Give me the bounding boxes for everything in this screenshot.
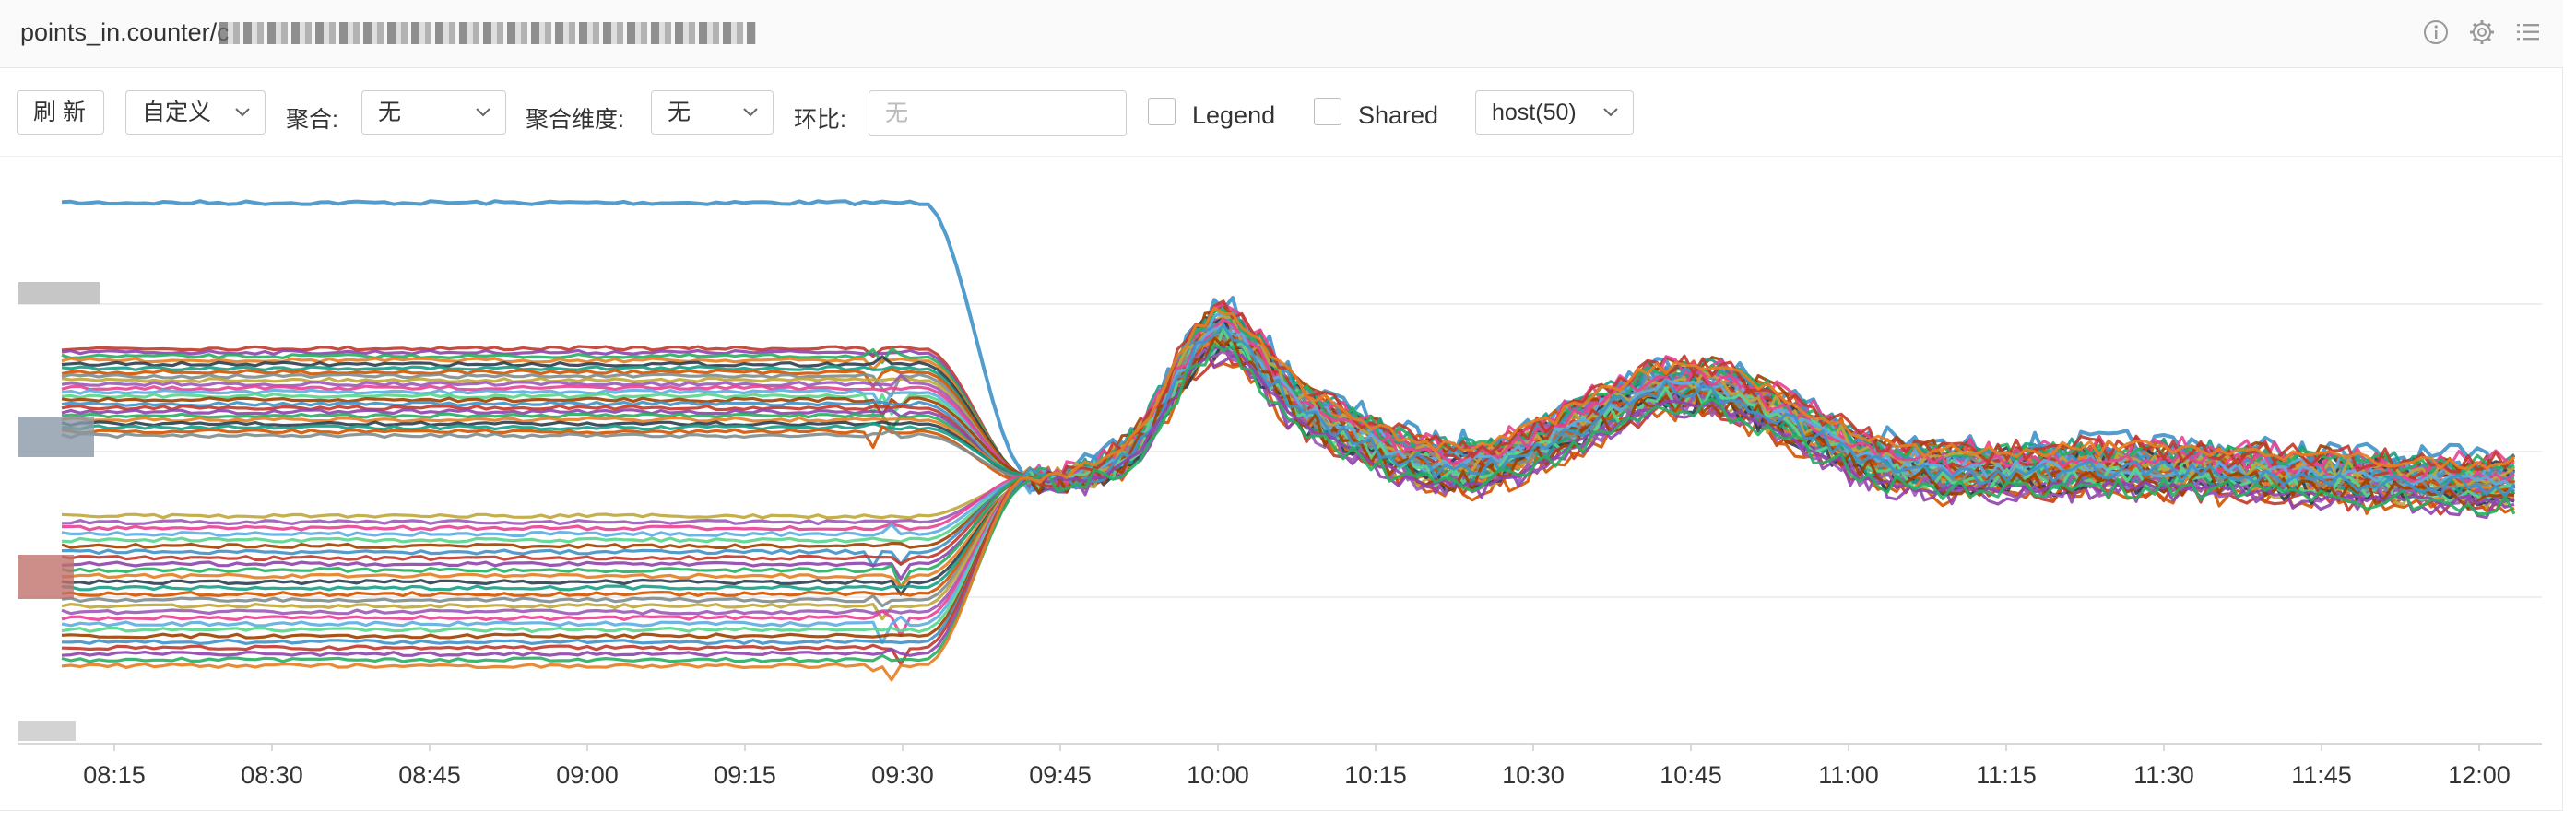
refresh-button[interactable]: 刷 新 bbox=[17, 90, 104, 135]
metric-title: points_in.counter/c bbox=[20, 18, 230, 46]
series-line[interactable] bbox=[61, 323, 2516, 646]
x-tick-label: 10:15 bbox=[1344, 761, 1407, 789]
y-tick-label-mask bbox=[18, 282, 100, 304]
x-tick-label: 11:15 bbox=[1976, 761, 2037, 789]
chevron-down-icon bbox=[235, 108, 250, 117]
series-line[interactable] bbox=[61, 324, 2516, 645]
series-line[interactable] bbox=[61, 335, 2515, 640]
chevron-down-icon bbox=[743, 108, 758, 117]
x-tick-label: 08:15 bbox=[83, 761, 146, 789]
series-line[interactable] bbox=[61, 343, 2516, 663]
chevron-down-icon bbox=[476, 108, 490, 117]
x-tick-label: 10:30 bbox=[1502, 761, 1565, 789]
y-tick-label-mask bbox=[18, 555, 74, 599]
y-tick-label-mask bbox=[18, 721, 76, 741]
x-tick-label: 11:45 bbox=[2291, 761, 2352, 789]
host-select[interactable]: host(50) bbox=[1475, 90, 1634, 135]
chevron-down-icon bbox=[1603, 108, 1618, 117]
x-tick-label: 11:30 bbox=[2133, 761, 2194, 789]
series-line[interactable] bbox=[61, 332, 2515, 566]
aggregate-dimension-select[interactable]: 无 bbox=[651, 90, 774, 135]
x-tick-label: 11:00 bbox=[1818, 761, 1879, 789]
redacted-title-mask bbox=[219, 22, 756, 44]
x-tick-label: 09:15 bbox=[714, 761, 776, 789]
x-tick-label: 09:30 bbox=[871, 761, 934, 789]
toolbar: 刷 新 自定义 聚合: 无 聚合维度: 无 环比: Legend Shar bbox=[0, 68, 2563, 157]
series-line[interactable] bbox=[61, 306, 2515, 682]
aggregate-label: 聚合: bbox=[286, 107, 338, 133]
x-tick-label: 08:30 bbox=[241, 761, 303, 789]
shared-label: Shared bbox=[1358, 101, 1439, 129]
x-axis: 08:15 08:30 08:45 09:00 09:15 09:30 09:45 10:00… bbox=[83, 744, 2511, 789]
aggregate-select[interactable]: 无 bbox=[361, 90, 506, 135]
time-range-select[interactable]: 自定义 bbox=[125, 90, 266, 135]
host-select-value: host(50) bbox=[1492, 100, 1577, 125]
info-icon[interactable] bbox=[2422, 18, 2450, 46]
gear-icon[interactable] bbox=[2468, 18, 2496, 46]
legend-checkbox[interactable] bbox=[1148, 98, 1176, 125]
ratio-label: 环比: bbox=[794, 107, 846, 133]
panel-header: points_in.counter/c bbox=[0, 0, 2563, 68]
time-range-value: 自定义 bbox=[142, 100, 212, 125]
shared-checkbox[interactable] bbox=[1314, 98, 1341, 125]
y-axis-redacted-labels bbox=[18, 282, 100, 741]
y-tick-label-mask bbox=[18, 417, 94, 457]
series-lines bbox=[61, 199, 2516, 682]
chart-grid bbox=[18, 303, 2542, 745]
aggregate-value: 无 bbox=[378, 100, 402, 125]
x-tick-label: 10:00 bbox=[1187, 761, 1249, 789]
aggregate-dimension-value: 无 bbox=[668, 100, 691, 125]
legend-label: Legend bbox=[1192, 101, 1276, 129]
line-chart[interactable]: 08:15 08:30 08:45 09:00 09:15 09:30 09:45 10:00… bbox=[0, 157, 2563, 811]
ratio-input[interactable] bbox=[869, 90, 1127, 136]
x-tick-label: 09:45 bbox=[1029, 761, 1092, 789]
x-tick-label: 12:00 bbox=[2448, 761, 2511, 789]
x-tick-label: 09:00 bbox=[556, 761, 619, 789]
series-line[interactable] bbox=[61, 199, 2515, 493]
x-tick-label: 10:45 bbox=[1660, 761, 1722, 789]
x-tick-label: 08:45 bbox=[398, 761, 461, 789]
menu-list-icon[interactable] bbox=[2514, 18, 2542, 46]
series-line[interactable] bbox=[61, 345, 2515, 658]
aggregate-dimension-label: 聚合维度: bbox=[526, 107, 624, 133]
